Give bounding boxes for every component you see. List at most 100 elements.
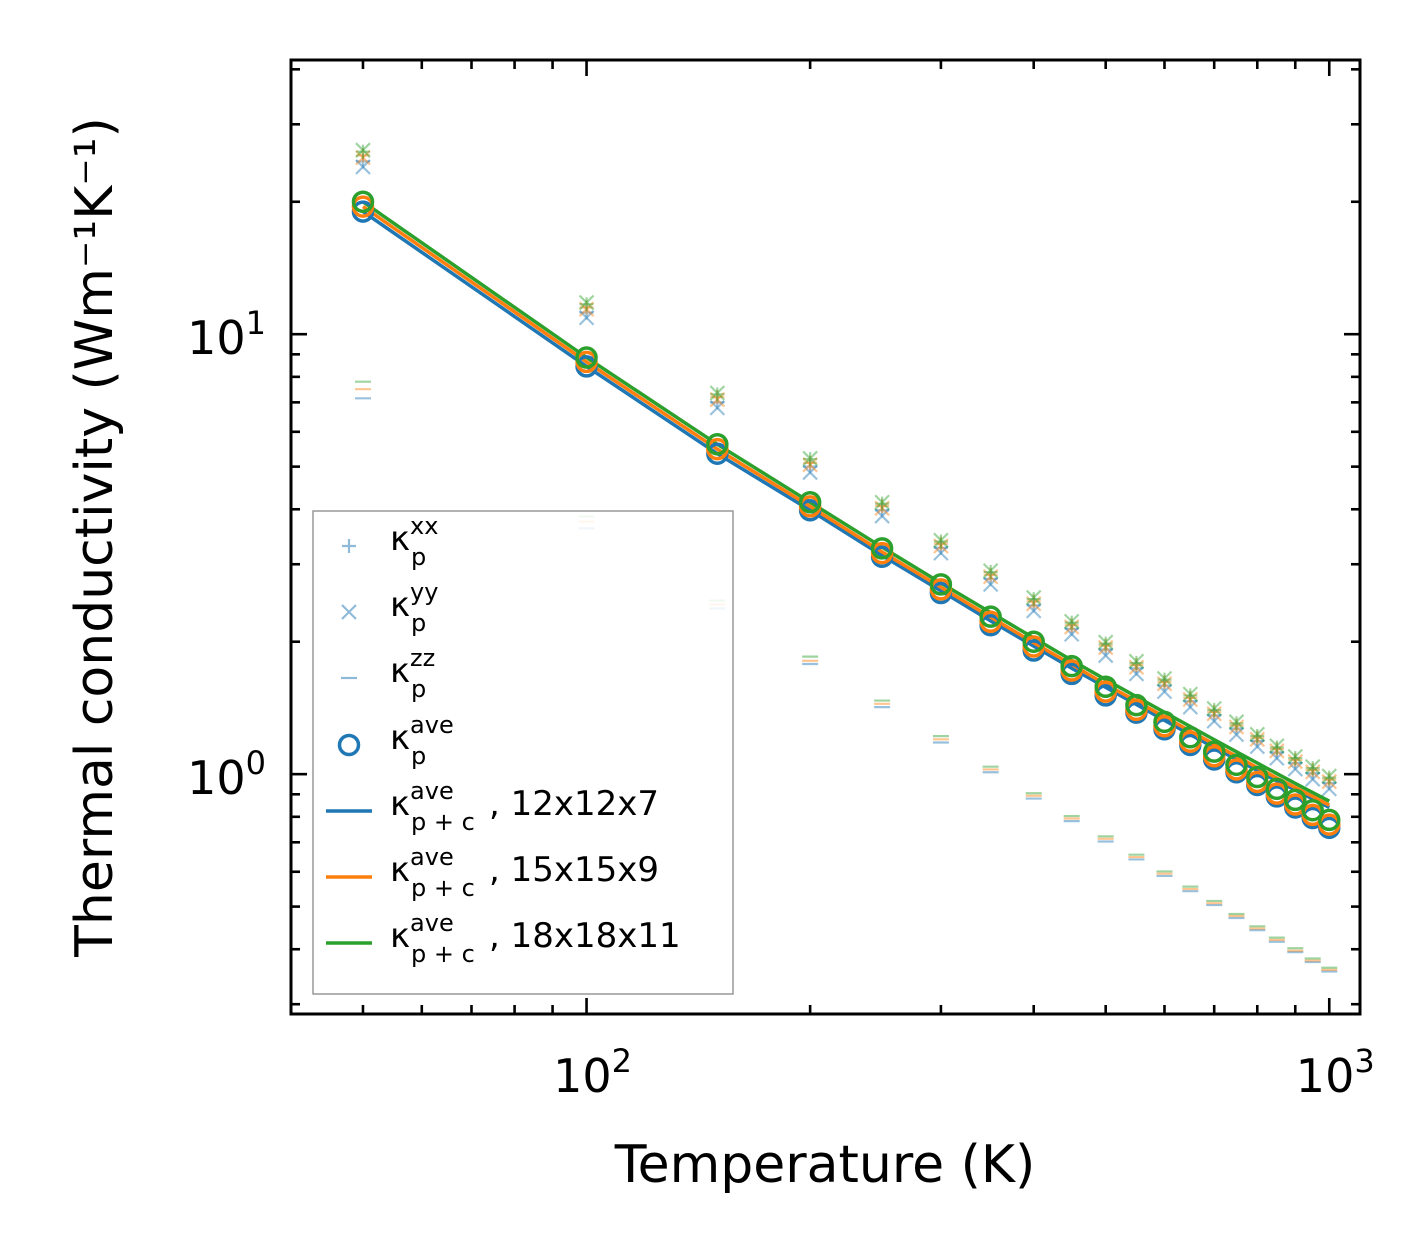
kxx-plus-stroke [1305,766,1320,781]
kyy-marker-15x15x9 [709,391,726,408]
kyy-x-stroke [874,500,890,517]
kxx-marker-15x15x9 [1322,772,1337,787]
kyy-x-stroke [802,464,818,481]
kxx-marker-18x18x11 [355,144,370,159]
kxx-marker-12x12x7 [1098,642,1113,657]
kyy-x-stroke [1156,675,1173,692]
kave-marker-18x18x11 [1060,654,1083,678]
kyy-marker-15x15x9 [1182,691,1199,708]
kxx-plus-stroke [1322,770,1337,785]
kyy-x-stroke [1304,758,1321,775]
kxx-plus-stroke [933,540,948,555]
kxx-marker-15x15x9 [875,498,890,513]
kyy-marker-15x15x9 [1206,705,1222,722]
kyy-marker-15x15x9 [1156,675,1173,692]
kave-marker-18x18x11 [1153,710,1176,734]
kxx-marker-15x15x9 [1305,762,1320,777]
kyy-x-stroke [1228,714,1245,730]
kxx-marker-15x15x9 [579,300,594,315]
kyy-marker-12x12x7 [1182,699,1199,715]
kxx-plus-stroke [1026,594,1041,609]
kxx-plus-stroke [1207,708,1222,723]
kxx-marker-18x18x11 [983,565,998,580]
kyy-x-stroke [709,391,726,408]
kyy-x-stroke [1025,589,1042,606]
kyy-x-stroke [1269,750,1285,766]
kxx-plus-stroke [1183,688,1198,703]
kyy-marker-18x18x11 [1063,613,1080,630]
kyy-marker-15x15x9 [1097,639,1114,656]
kyy-marker-18x18x11 [1128,653,1145,670]
kyy-marker-18x18x11 [1304,758,1321,775]
kxx-marker-15x15x9 [1064,618,1079,633]
kxx-plus-stroke [803,452,818,467]
kyy-x-stroke [578,294,595,311]
kxx-marker-12x12x7 [355,154,370,169]
kave-marker-18x18x11 [1125,693,1148,717]
kxx-plus-stroke [933,534,948,549]
kxx-plus-stroke [875,498,890,513]
kyy-x-stroke [1182,699,1199,715]
kyy-marker-12x12x7 [355,159,371,175]
kpc-line-18x18x11 [361,200,1331,803]
kyy-x-stroke [982,568,999,585]
kyy-x-stroke [1228,719,1245,735]
kyy-marker-18x18x11 [874,494,890,511]
kyy-marker-12x12x7 [709,400,726,416]
kyy-marker-18x18x11 [578,294,595,311]
kxx-marker-15x15x9 [933,536,948,551]
kyy-x-stroke [933,538,949,554]
kxx-plus-stroke [1288,752,1303,767]
kyy-marker-15x15x9 [1228,719,1245,735]
kxx-marker-18x18x11 [1250,728,1265,743]
kpc-line-15x15x9 [362,205,1331,807]
kyy-marker-12x12x7 [1287,761,1304,777]
kxx-marker-18x18x11 [803,452,818,467]
kxx-plus-stroke [355,144,370,159]
kxx-plus-stroke [983,565,998,580]
kyy-marker-12x12x7 [1156,683,1173,700]
kyy-x-stroke [1128,653,1145,670]
kyy-marker-15x15x9 [1063,619,1080,635]
kyy-marker-18x18x11 [1269,738,1285,754]
kyy-marker-15x15x9 [1249,731,1266,748]
kxx-marker-15x15x9 [803,455,818,470]
kyy-x-stroke [1321,773,1338,790]
y-tick-label: 101 [187,304,266,365]
kyy-x-stroke [355,159,371,175]
kyy-x-stroke [1097,639,1114,656]
kyy-x-stroke [1249,726,1266,743]
kxx-plus-stroke [1305,761,1320,776]
kyy-x-stroke [802,456,818,473]
kxx-plus-stroke [710,387,725,402]
x-tick-label: 103 [1296,1042,1375,1103]
kxx-plus-stroke [1064,615,1079,630]
kxx-marker-18x18x11 [1064,615,1079,630]
kyy-marker-12x12x7 [1269,750,1285,766]
kxx-marker-12x12x7 [1183,694,1198,709]
kyy-x-stroke [1128,666,1145,682]
kyy-x-stroke [802,450,818,467]
kxx-marker-18x18x11 [579,297,594,312]
kyy-x-stroke [1025,595,1042,612]
kxx-plus-stroke [1129,658,1144,673]
kxx-plus-stroke [579,300,594,315]
kyy-x-stroke [355,142,371,158]
legend-label-12x12x7: κave p + c, 12x12x7 [390,777,659,836]
kyy-x-stroke [1097,647,1114,664]
kxx-plus-stroke [1183,690,1198,705]
kxx-marker-18x18x11 [1098,636,1113,651]
kyy-marker-12x12x7 [1063,626,1080,643]
kave-marker-18x18x11 [1284,788,1307,812]
kxx-plus-stroke [1288,751,1303,766]
kyy-x-stroke [874,494,890,511]
kxx-marker-12x12x7 [1026,598,1041,613]
kxx-marker-15x15x9 [710,389,725,404]
kxx-plus-stroke [1269,745,1284,760]
kxx-marker-12x12x7 [710,395,725,410]
kyy-x-stroke [1025,603,1042,619]
kxx-plus-stroke [1322,772,1337,787]
kave-marker-18x18x11 [1225,753,1248,777]
kxx-marker-18x18x11 [1305,761,1320,776]
kxx-marker-12x12x7 [933,540,948,555]
